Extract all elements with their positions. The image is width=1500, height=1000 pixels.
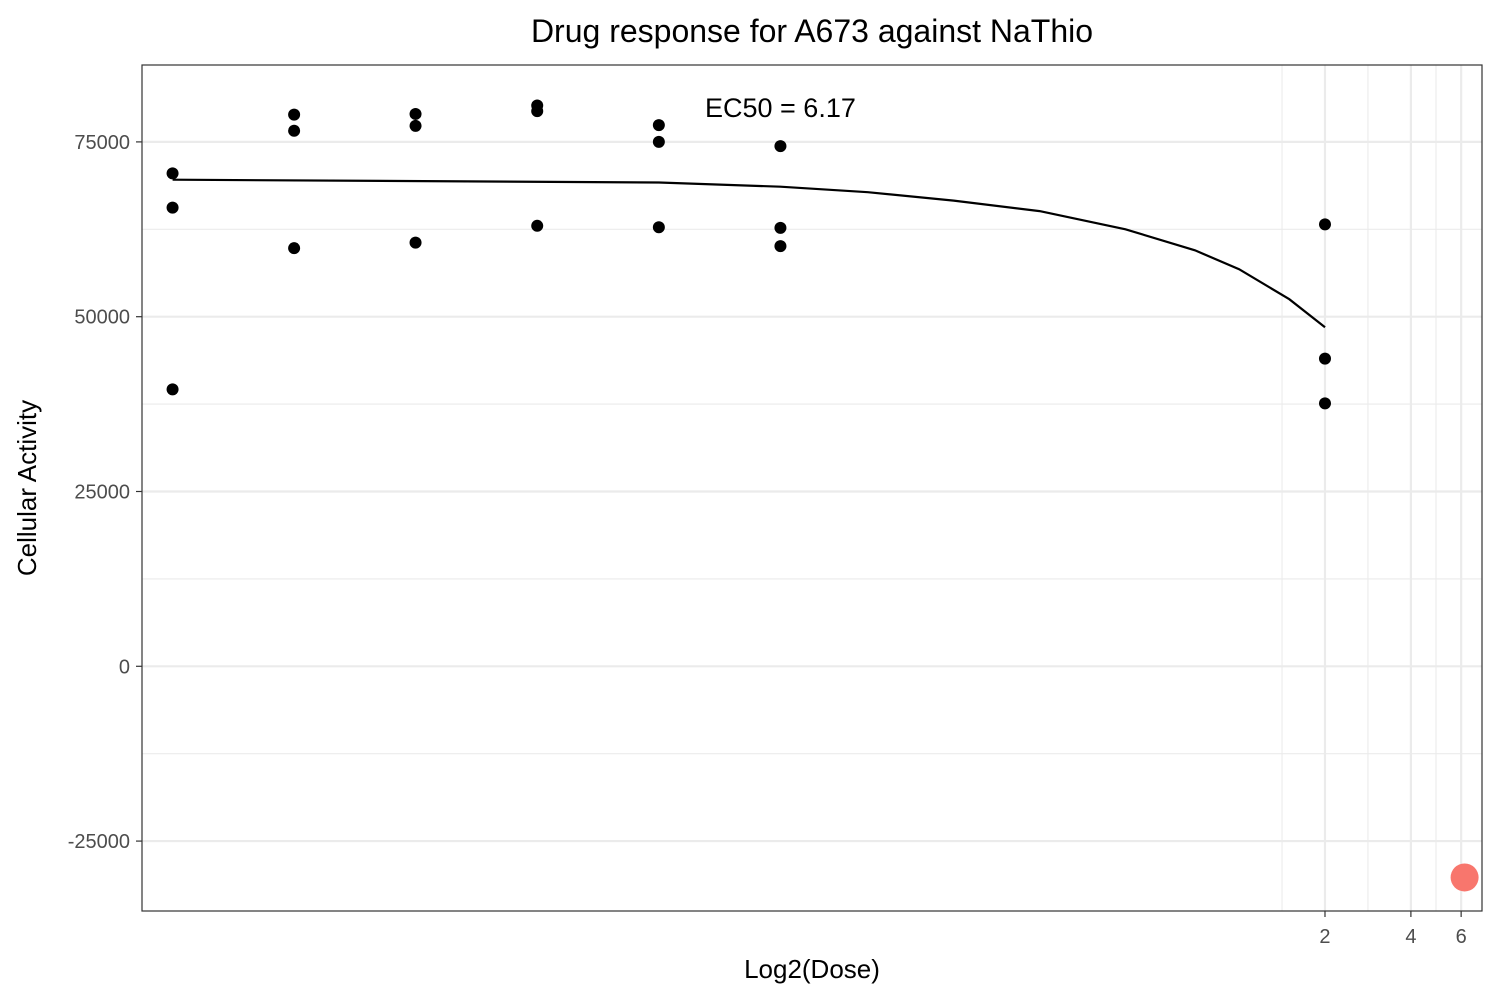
data-point	[531, 219, 544, 232]
y-tick-label: 50000	[74, 307, 130, 329]
data-point	[288, 242, 301, 255]
data-point	[409, 119, 422, 132]
data-point	[652, 119, 665, 132]
data-point	[166, 201, 179, 214]
data-point	[652, 221, 665, 234]
data-point	[288, 124, 301, 137]
data-points	[166, 99, 1331, 410]
ec50-point	[1450, 863, 1479, 892]
data-point	[531, 105, 544, 118]
data-point	[409, 236, 422, 249]
y-tick-label: 75000	[74, 132, 130, 154]
data-point	[774, 140, 787, 153]
data-point	[652, 135, 665, 148]
plot-panel-border	[141, 64, 1483, 912]
x-axis-title: Log2(Dose)	[744, 954, 880, 984]
data-point	[1318, 352, 1331, 365]
data-point	[774, 221, 787, 234]
y-tick-label: -25000	[68, 831, 130, 853]
x-tick-label: 2	[1319, 926, 1330, 948]
data-point	[288, 108, 301, 121]
fit-curve	[172, 178, 1326, 329]
grid	[142, 65, 1482, 911]
ec50-annotation: EC50 = 6.17	[705, 93, 856, 123]
ec50-marker	[1450, 863, 1479, 892]
y-axis-title: Cellular Activity	[12, 400, 42, 576]
data-point	[166, 167, 179, 180]
data-point	[1318, 218, 1331, 231]
axis-ticks: -25000 0 25000 50000 75000 2 4 6	[68, 132, 1467, 948]
data-point	[774, 240, 787, 253]
x-tick-label: 4	[1405, 926, 1416, 948]
y-tick-label: 25000	[74, 481, 130, 503]
x-tick-label: 6	[1456, 926, 1467, 948]
data-point	[409, 107, 422, 120]
chart-title: Drug response for A673 against NaThio	[531, 13, 1093, 49]
fit-curve-line	[172, 178, 1326, 329]
data-point	[166, 383, 179, 396]
y-tick-label: 0	[119, 656, 130, 678]
data-point	[1318, 397, 1331, 410]
